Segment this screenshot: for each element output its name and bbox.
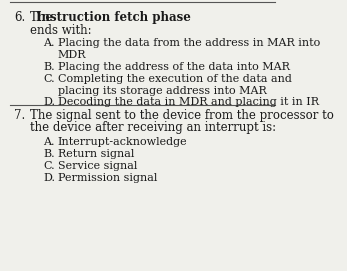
Text: the device after receiving an interrupt is:: the device after receiving an interrupt … bbox=[29, 121, 276, 134]
Text: Instruction fetch phase: Instruction fetch phase bbox=[36, 11, 191, 24]
Text: A.: A. bbox=[43, 38, 55, 49]
Text: C.: C. bbox=[43, 161, 55, 171]
Text: Permission signal: Permission signal bbox=[58, 173, 157, 183]
Text: D.: D. bbox=[43, 97, 55, 107]
Text: ends with:: ends with: bbox=[29, 24, 91, 37]
Text: Interrupt-acknowledge: Interrupt-acknowledge bbox=[58, 137, 187, 147]
Text: Placing the data from the address in MAR into: Placing the data from the address in MAR… bbox=[58, 38, 320, 49]
Text: MDR: MDR bbox=[58, 50, 86, 60]
Text: B.: B. bbox=[43, 62, 55, 72]
Text: Completing the execution of the data and: Completing the execution of the data and bbox=[58, 74, 292, 84]
Text: A.: A. bbox=[43, 137, 55, 147]
Text: Placing the address of the data into MAR: Placing the address of the data into MAR bbox=[58, 62, 290, 72]
Text: Service signal: Service signal bbox=[58, 161, 137, 171]
Text: 6.: 6. bbox=[14, 11, 25, 24]
Text: 7.: 7. bbox=[14, 109, 25, 122]
Text: B.: B. bbox=[43, 149, 55, 159]
Text: D.: D. bbox=[43, 173, 55, 183]
Text: Decoding the data in MDR and placing it in IR: Decoding the data in MDR and placing it … bbox=[58, 97, 319, 107]
Text: The: The bbox=[29, 11, 56, 24]
Text: C.: C. bbox=[43, 74, 55, 84]
Text: The signal sent to the device from the processor to: The signal sent to the device from the p… bbox=[29, 109, 333, 122]
Text: placing its storage address into MAR: placing its storage address into MAR bbox=[58, 86, 266, 96]
Text: Return signal: Return signal bbox=[58, 149, 134, 159]
